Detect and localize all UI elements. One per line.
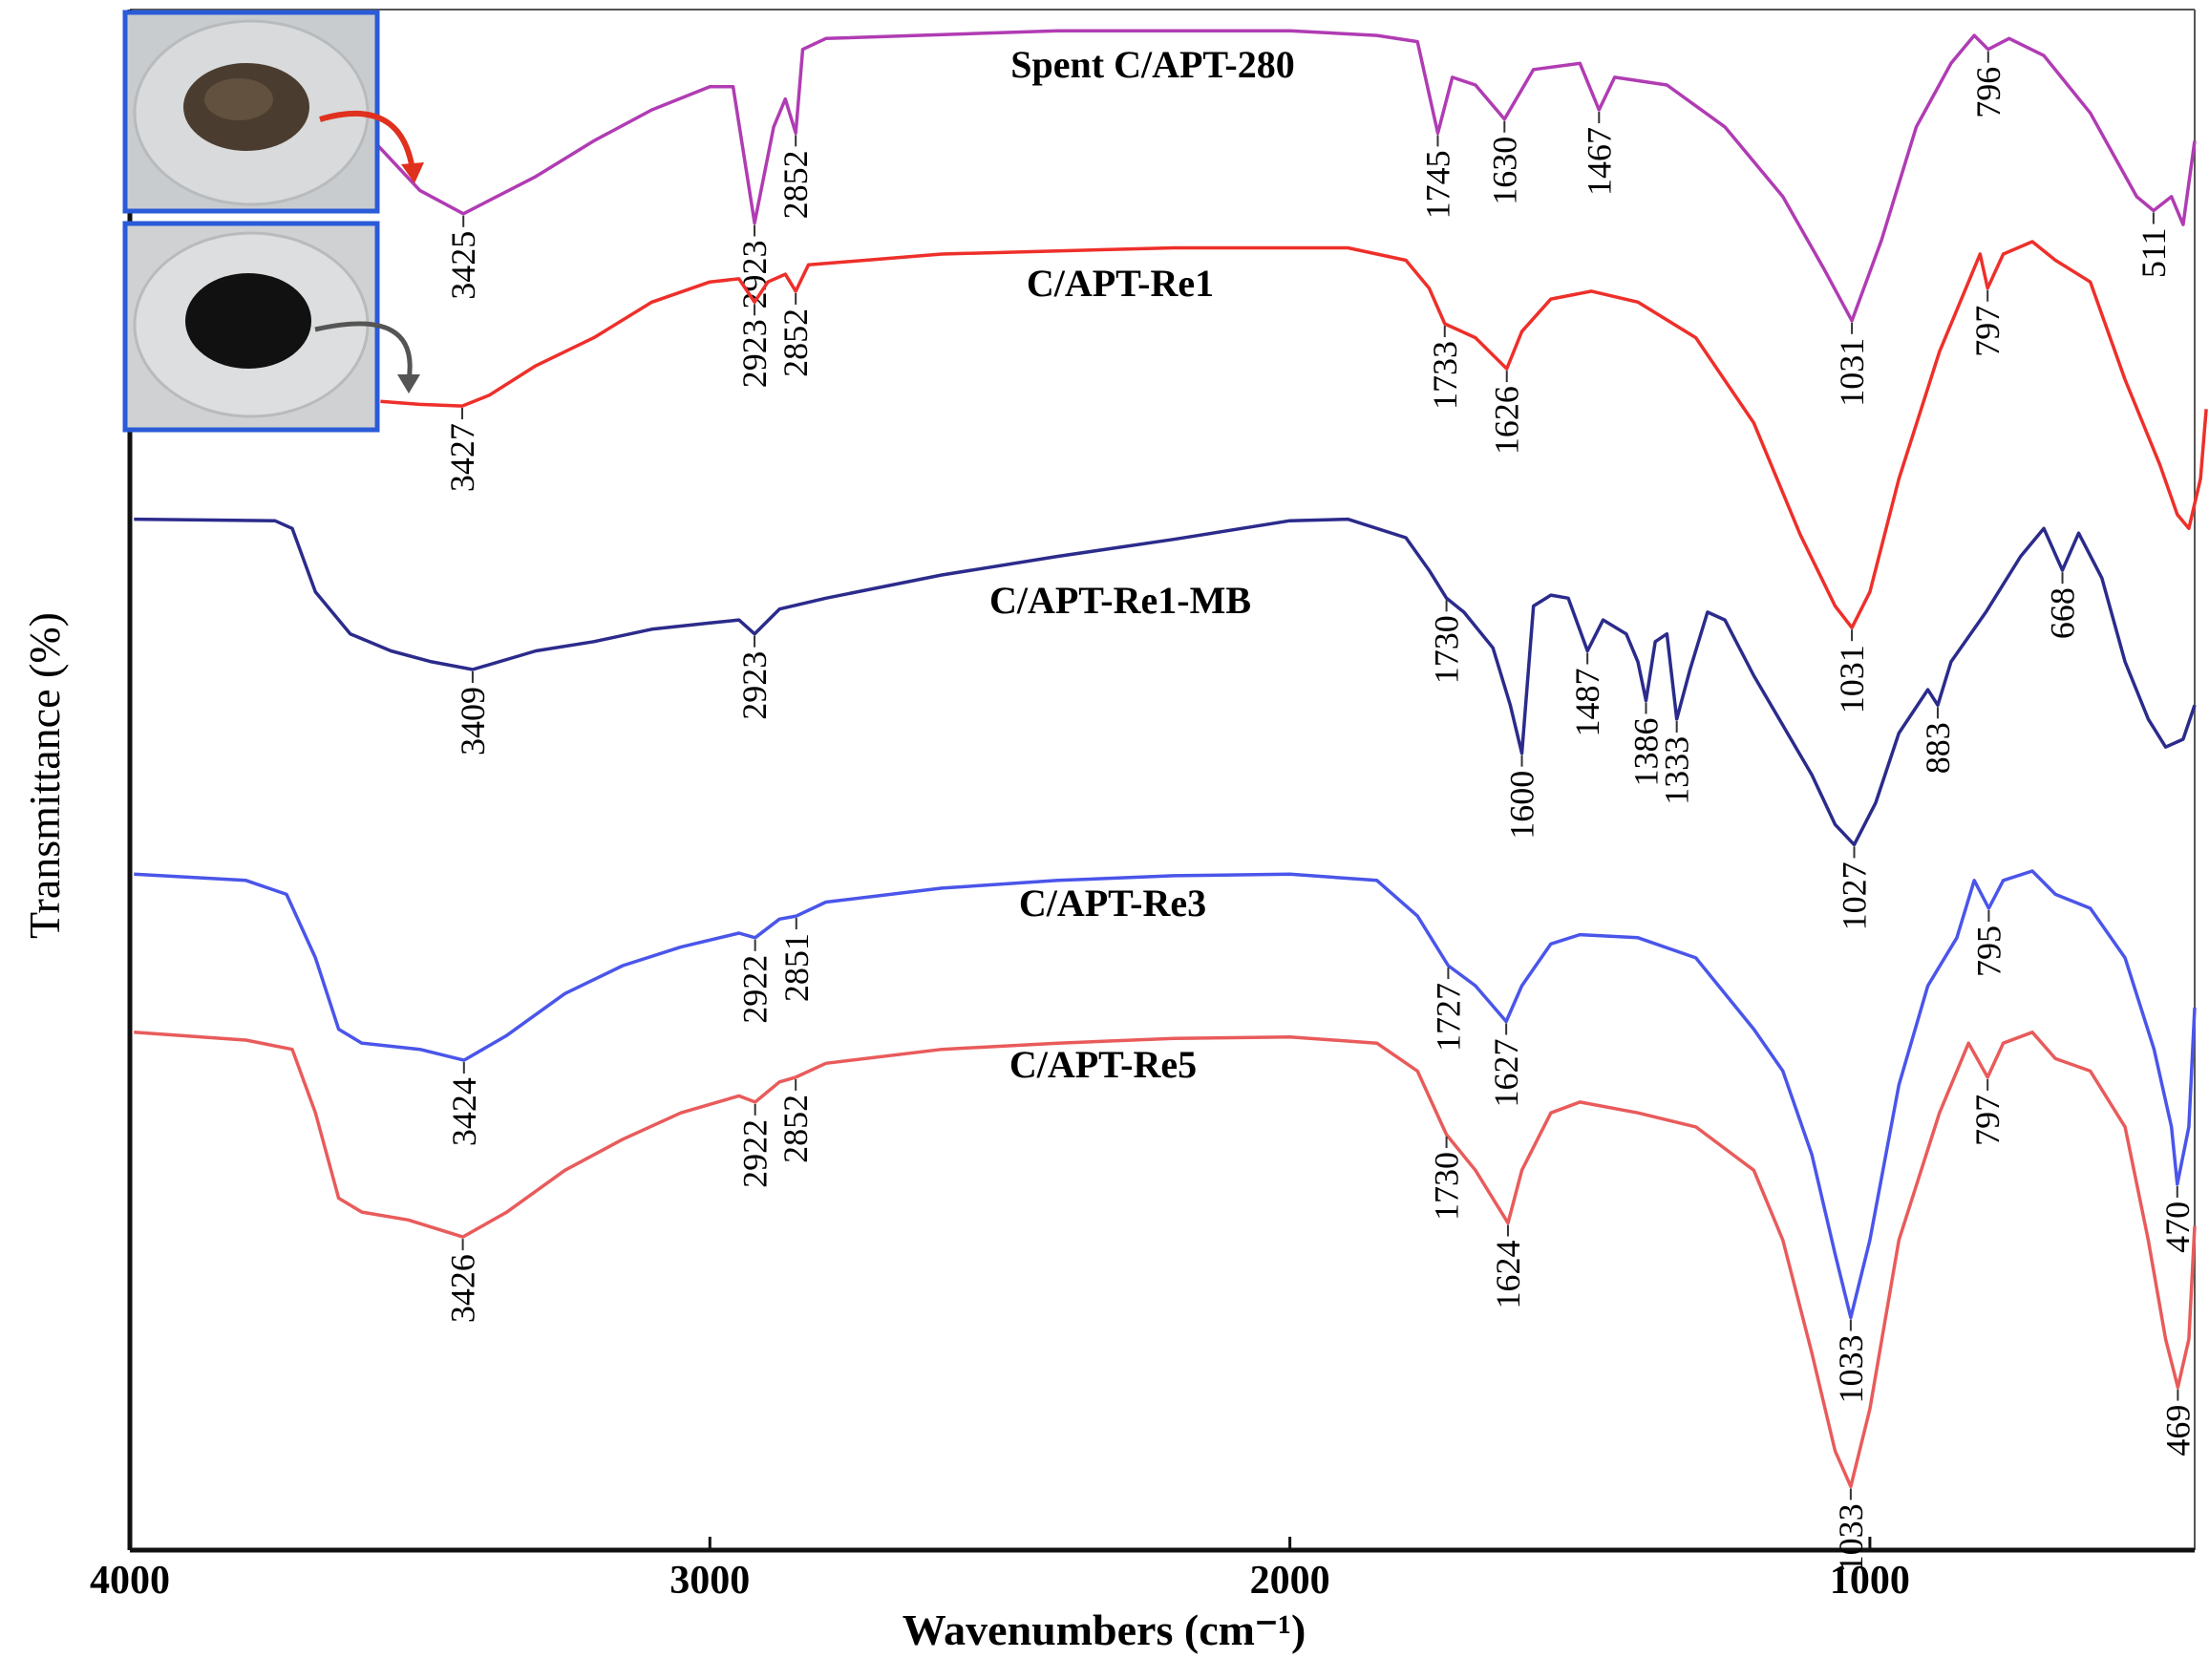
peak-label: 2922 xyxy=(736,1119,775,1188)
x-tick-label: 3000 xyxy=(669,1559,750,1603)
peak-label: 1630 xyxy=(1485,137,1523,205)
x-tick-label: 1000 xyxy=(1830,1559,1910,1603)
inset-photo-spent xyxy=(122,10,424,214)
arrow xyxy=(319,110,415,171)
arrow-head xyxy=(401,162,424,183)
peak-label: 795 xyxy=(1969,925,2007,977)
peak-label: 668 xyxy=(2044,587,2082,639)
series-name: C/APT-Re1 xyxy=(1027,262,1214,305)
peak-label: 3425 xyxy=(444,231,482,300)
inset-photo-regenerated xyxy=(122,221,420,433)
series-name: C/APT-Re1-MB xyxy=(989,579,1251,622)
spectrum-line xyxy=(372,29,2197,323)
powder-highlight xyxy=(204,78,273,120)
series-name: Spent C/APT-280 xyxy=(1010,43,1294,86)
powder xyxy=(185,273,311,369)
peak-label: 1626 xyxy=(1488,386,1526,455)
peak-label: 1624 xyxy=(1489,1241,1527,1309)
peak-label: 470 xyxy=(2158,1202,2197,1253)
peak-label: 2852 xyxy=(776,308,815,377)
peak-label: 1745 xyxy=(1419,150,1457,219)
peak-label: 2852 xyxy=(776,1095,815,1163)
peak-label: 3409 xyxy=(454,687,492,755)
peak-label: 883 xyxy=(1919,722,1957,774)
peak-label: 1733 xyxy=(1426,341,1464,410)
peak-label: 796 xyxy=(1969,67,2007,118)
peak-label: 1600 xyxy=(1503,771,1541,840)
peak-label: 1730 xyxy=(1428,615,1466,684)
peak-label: 1386 xyxy=(1627,718,1666,787)
peak-label: 1627 xyxy=(1487,1039,1525,1108)
x-tick-label: 2000 xyxy=(1250,1559,1330,1603)
spectrum-line xyxy=(134,517,2197,847)
peak-label: 2922 xyxy=(736,955,775,1024)
peak-label: 1031 xyxy=(1833,338,1871,407)
arrow xyxy=(314,321,413,381)
peak-label: 797 xyxy=(1968,1095,2007,1146)
spectrum-line xyxy=(134,869,2197,1320)
peak-label: 1467 xyxy=(1580,127,1618,196)
peak-label: 469 xyxy=(2158,1405,2197,1457)
series-name: C/APT-Re5 xyxy=(1009,1043,1197,1086)
x-axis-title: Wavenumbers (cm⁻¹) xyxy=(903,1606,1306,1654)
peak-label: 797 xyxy=(1968,306,2007,357)
peak-label: 511 xyxy=(2135,228,2173,279)
peak-label: 1487 xyxy=(1568,669,1606,737)
peak-label: 2923 xyxy=(735,651,774,720)
peak-label: 2923 xyxy=(735,241,774,309)
arrow-head xyxy=(397,374,420,393)
peak-label: 1033 xyxy=(1832,1503,1870,1572)
peak-label: 3424 xyxy=(445,1077,483,1146)
peak-label: 3426 xyxy=(444,1254,482,1323)
peak-label: 3427 xyxy=(443,423,481,492)
peak-label: 1027 xyxy=(1836,861,1874,930)
spectrum-line xyxy=(134,1031,2197,1489)
x-tick-label: 4000 xyxy=(90,1559,170,1603)
peak-label: 1033 xyxy=(1832,1335,1870,1404)
peak-label: 2851 xyxy=(777,933,816,1002)
peak-label: 1727 xyxy=(1429,983,1467,1052)
peak-label: 2923 xyxy=(735,319,774,388)
y-axis-title: Transmittance (%) xyxy=(20,612,69,939)
peak-label: 1333 xyxy=(1658,736,1696,805)
peak-label: 1031 xyxy=(1833,645,1871,713)
series-name: C/APT-Re3 xyxy=(1019,882,1206,925)
peak-label: 1730 xyxy=(1428,1152,1466,1221)
spectrum-line xyxy=(380,240,2208,629)
peak-label: 2852 xyxy=(776,150,815,219)
